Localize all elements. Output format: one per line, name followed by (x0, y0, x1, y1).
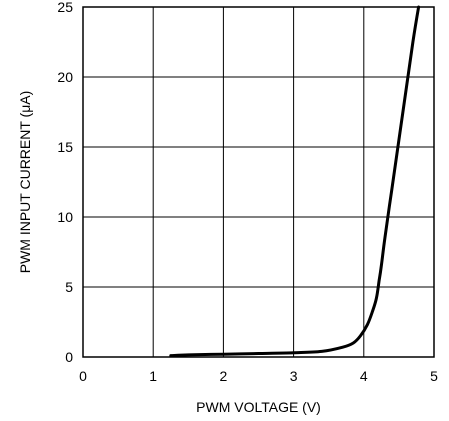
series-line (169, 5, 421, 358)
y-tick-label: 15 (57, 139, 73, 155)
y-tick-label: 10 (57, 209, 73, 225)
x-tick-label: 0 (79, 368, 87, 384)
y-axis-title: PWM INPUT CURRENT (μA) (17, 91, 33, 274)
x-tick-label: 3 (290, 368, 298, 384)
y-tick-label: 0 (65, 349, 73, 365)
x-gridlines (82, 7, 435, 357)
y-gridlines (83, 6, 434, 358)
y-tick-label: 25 (57, 0, 73, 15)
y-tick-label: 20 (57, 69, 73, 85)
y-tick-labels: 0 5 10 15 20 25 (57, 0, 73, 365)
x-axis-title: PWM VOLTAGE (V) (196, 399, 321, 415)
x-tick-labels: 0 1 2 3 4 5 (79, 368, 438, 384)
x-tick-label: 5 (430, 368, 438, 384)
x-tick-label: 2 (220, 368, 228, 384)
x-tick-label: 4 (360, 368, 368, 384)
x-tick-label: 1 (149, 368, 157, 384)
plot-frame (82, 6, 435, 358)
y-tick-label: 5 (65, 279, 73, 295)
